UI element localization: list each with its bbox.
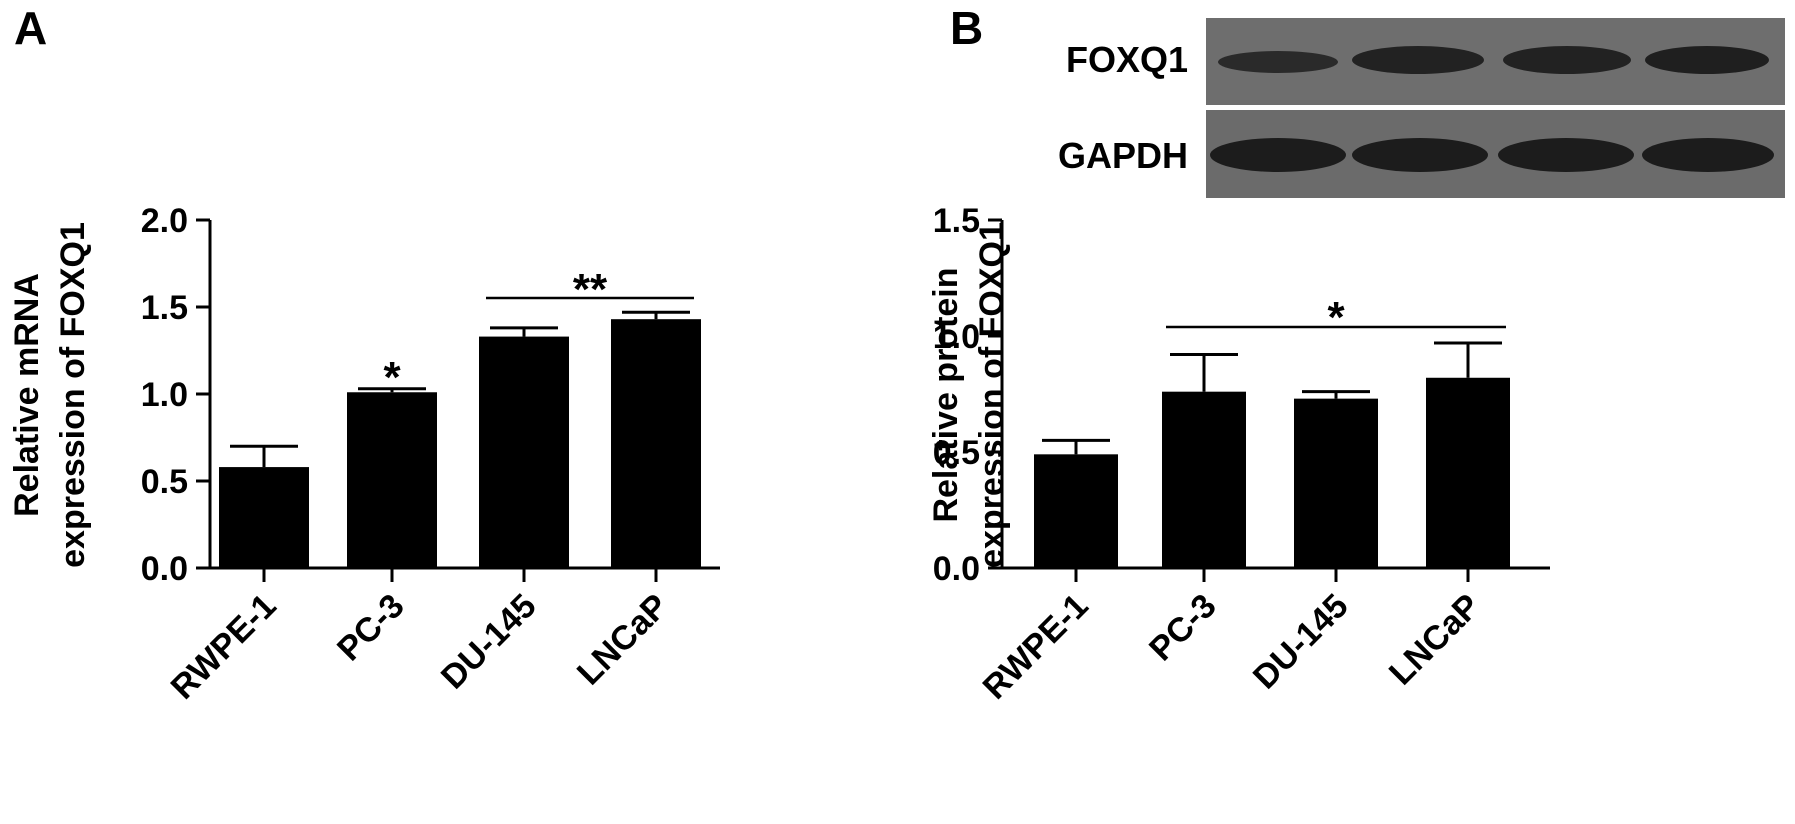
panel-b-bar (1162, 391, 1246, 568)
panel-letter-b: B (950, 2, 983, 54)
panel-a-y-tick-label: 0.5 (141, 463, 188, 501)
panel-a-y-tick-label: 1.5 (141, 289, 188, 327)
panel-b-x-tick-label: PC-3 (1142, 587, 1224, 669)
gapdh-bands (1210, 138, 1774, 172)
panel-b-y-tick-label: 1.0 (933, 318, 980, 356)
panel-a-y-tick-label: 0.0 (141, 550, 188, 588)
blot-label-foxq1: FOXQ1 (1066, 39, 1188, 80)
blot-band (1645, 46, 1769, 74)
blot-band (1210, 138, 1346, 172)
panel-a-x-tick-label: PC-3 (330, 587, 412, 669)
panel-b-y-tick-label: 0.0 (933, 550, 980, 588)
panel-a-x-tick-label: RWPE-1 (164, 587, 284, 707)
panel-b-bar (1426, 377, 1510, 568)
blot-band (1498, 138, 1634, 172)
panel-b-y-tick-label: 1.5 (933, 202, 980, 240)
blot-label-gapdh: GAPDH (1058, 135, 1188, 176)
blot-band (1218, 51, 1338, 73)
bar-chart-protein: 0.0 0.5 1.0 1.5 Relative protein expression o… (927, 202, 1550, 707)
panel-b-x-tick-label: RWPE-1 (976, 587, 1096, 707)
blot-band (1352, 138, 1488, 172)
blot-band (1352, 46, 1484, 74)
panel-b-y-tick-label: 0.5 (933, 434, 980, 472)
panel-b-significance-mark: * (1327, 293, 1345, 342)
panel-b-bar (1034, 454, 1118, 568)
panel-a-bar (347, 392, 437, 568)
panel-a-significance-mark: * (383, 353, 401, 402)
panel-a-significance-mark: ** (573, 265, 608, 314)
western-blot: FOXQ1 GAPDH (1058, 18, 1785, 198)
blot-band (1503, 46, 1631, 74)
panel-letter-a: A (14, 2, 47, 54)
panel-a-y-tick-label: 2.0 (141, 202, 188, 240)
panel-b-y-axis-title: expression of FOXQ1 (973, 222, 1011, 568)
panel-a-y-axis-title: Relative mRNA (8, 273, 46, 517)
panel-a-bar (611, 319, 701, 568)
panel-a-x-tick-label: LNCaP (570, 587, 676, 693)
panel-b-x-tick-label: LNCaP (1382, 587, 1488, 693)
blot-band (1642, 138, 1774, 172)
panel-a-bar (479, 336, 569, 568)
panel-b-x-tick-label: DU-145 (1246, 587, 1356, 697)
panel-b-y-axis-title: Relative protein (927, 267, 965, 522)
panel-a-y-axis-title: expression of FOXQ1 (54, 222, 92, 568)
bar-chart-mrna: 0.0 0.5 1.0 1.5 2.0 Relative mRNA expression o… (8, 202, 720, 707)
panel-a-y-tick-label: 1.0 (141, 376, 188, 414)
foxq1-bands (1218, 46, 1769, 74)
panel-a-bar (219, 467, 309, 568)
panel-a-x-tick-label: DU-145 (434, 587, 544, 697)
panel-b-bar (1294, 398, 1378, 568)
